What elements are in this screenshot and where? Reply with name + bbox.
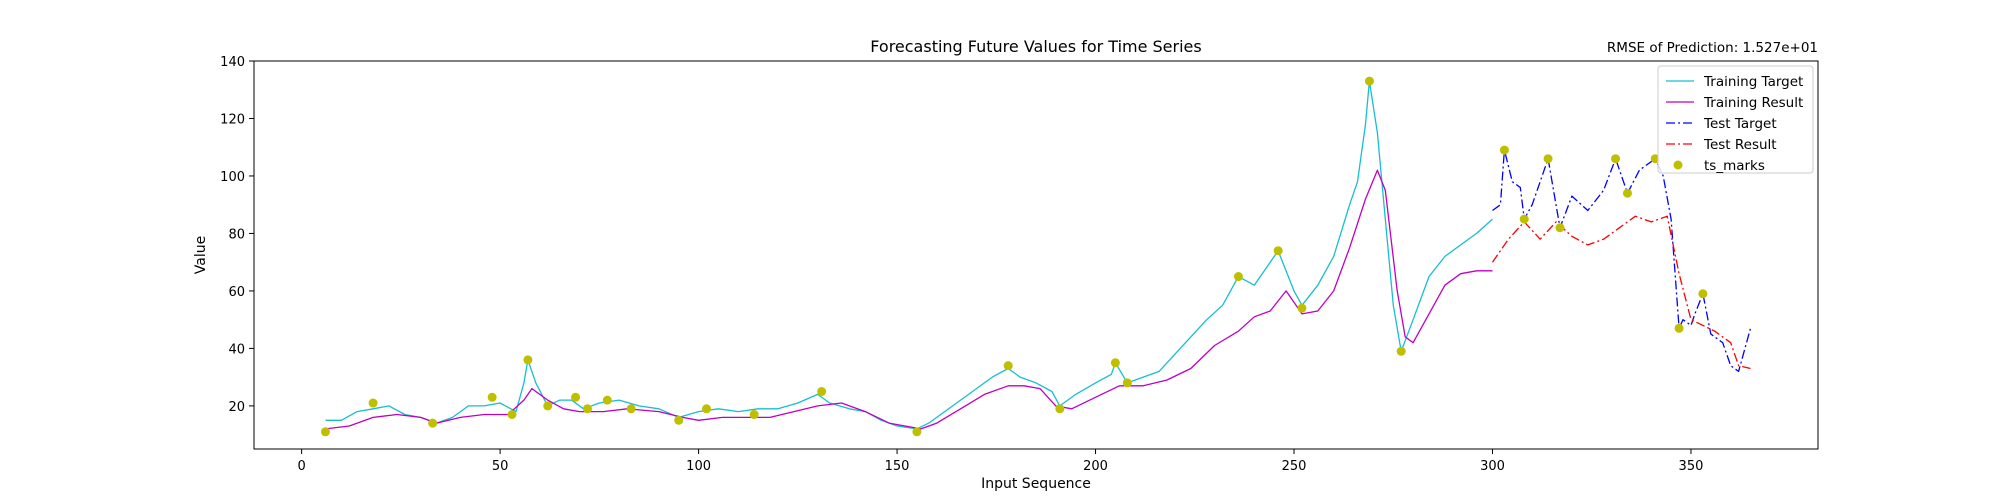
legend-label: Test Result (1703, 137, 1777, 153)
ts-mark-point (674, 415, 684, 425)
y-axis-label: Value (193, 236, 209, 274)
ts-mark-point (1519, 214, 1529, 224)
y-tick-label: 140 (220, 55, 245, 70)
ts-mark-point (1055, 404, 1065, 414)
plot-frame (253, 60, 1819, 450)
ts-mark-point (1650, 154, 1660, 164)
legend: Training Target Training Result Test Targe… (1657, 65, 1814, 174)
x-tick-label: 200 (1083, 459, 1108, 474)
y-tick-label: 100 (220, 170, 245, 185)
x-tick-label: 350 (1679, 459, 1704, 474)
ts-mark-point (749, 410, 759, 420)
legend-label: Training Target (1703, 74, 1803, 90)
ts-mark-point (1233, 272, 1243, 282)
legend-marker (1673, 160, 1683, 170)
x-tick-label: 150 (885, 459, 910, 474)
ts-mark-point (1297, 303, 1307, 313)
ts-mark-point (428, 418, 438, 428)
ts-mark-point (1555, 223, 1565, 233)
ts-mark-point (1364, 76, 1374, 86)
ts-mark-point (1003, 361, 1013, 371)
ts-mark-point (543, 401, 553, 411)
x-tick-label: 0 (297, 459, 305, 474)
ts-mark-point (1611, 154, 1621, 164)
y-tick-label: 120 (220, 112, 245, 127)
x-tick-label: 50 (492, 459, 509, 474)
ts-mark-point (571, 392, 581, 402)
ts-mark-point (626, 404, 636, 414)
ts-mark-point (1543, 154, 1553, 164)
legend-training-result: Training Result (1666, 95, 1803, 111)
y-tick-label: 80 (228, 227, 245, 242)
ts-mark-point (523, 355, 533, 365)
ts-mark-point (507, 410, 517, 420)
ts-mark-point (602, 395, 612, 405)
x-axis-label: Input Sequence (981, 476, 1091, 492)
ts-mark-point (487, 392, 497, 402)
x-tick-label: 300 (1480, 459, 1505, 474)
ts-mark-point (817, 387, 827, 397)
legend-ts-marks: ts_marks (1673, 158, 1765, 174)
legend-box (1657, 65, 1814, 174)
ts-mark-point (1499, 145, 1509, 155)
ts-mark-point (582, 404, 592, 414)
chart-title: Forecasting Future Values for Time Serie… (870, 37, 1201, 56)
ts-mark-point (1273, 246, 1283, 256)
rmse-annotation: RMSE of Prediction: 1.527e+01 (1607, 40, 1818, 56)
ts-mark-point (912, 427, 922, 437)
test-target-line (1492, 149, 1752, 373)
test-result-line (1491, 215, 1751, 370)
ts-mark-point (320, 427, 330, 437)
legend-label: Test Target (1703, 116, 1777, 132)
x-tick-label: 250 (1282, 459, 1307, 474)
training-result-line (325, 169, 1493, 430)
legend-label: Training Result (1703, 95, 1803, 111)
ts-mark-point (1698, 289, 1708, 299)
legend-training-target: Training Target (1666, 74, 1803, 90)
ts-mark-point (702, 404, 712, 414)
ts-mark-point (1396, 346, 1406, 356)
plot-area (320, 76, 1752, 437)
x-tick-label: 100 (686, 459, 711, 474)
y-tick-label: 40 (228, 342, 245, 357)
y-tick-label: 20 (228, 400, 245, 415)
y-tick-label: 60 (228, 285, 245, 300)
ts-mark-point (1622, 188, 1632, 198)
legend-label: ts_marks (1704, 158, 1765, 174)
axis-ticks: 0 50 100 150 200 250 300 350 20 40 60 80 100 120 140 (220, 55, 1703, 474)
training-target-line (325, 80, 1493, 430)
legend-test-result: Test Result (1666, 137, 1777, 153)
ts-mark-point (1674, 323, 1684, 333)
ts-mark-point (368, 398, 378, 408)
ts-mark-point (1122, 378, 1132, 388)
legend-test-target: Test Target (1666, 116, 1777, 132)
ts-mark-point (1110, 358, 1120, 368)
